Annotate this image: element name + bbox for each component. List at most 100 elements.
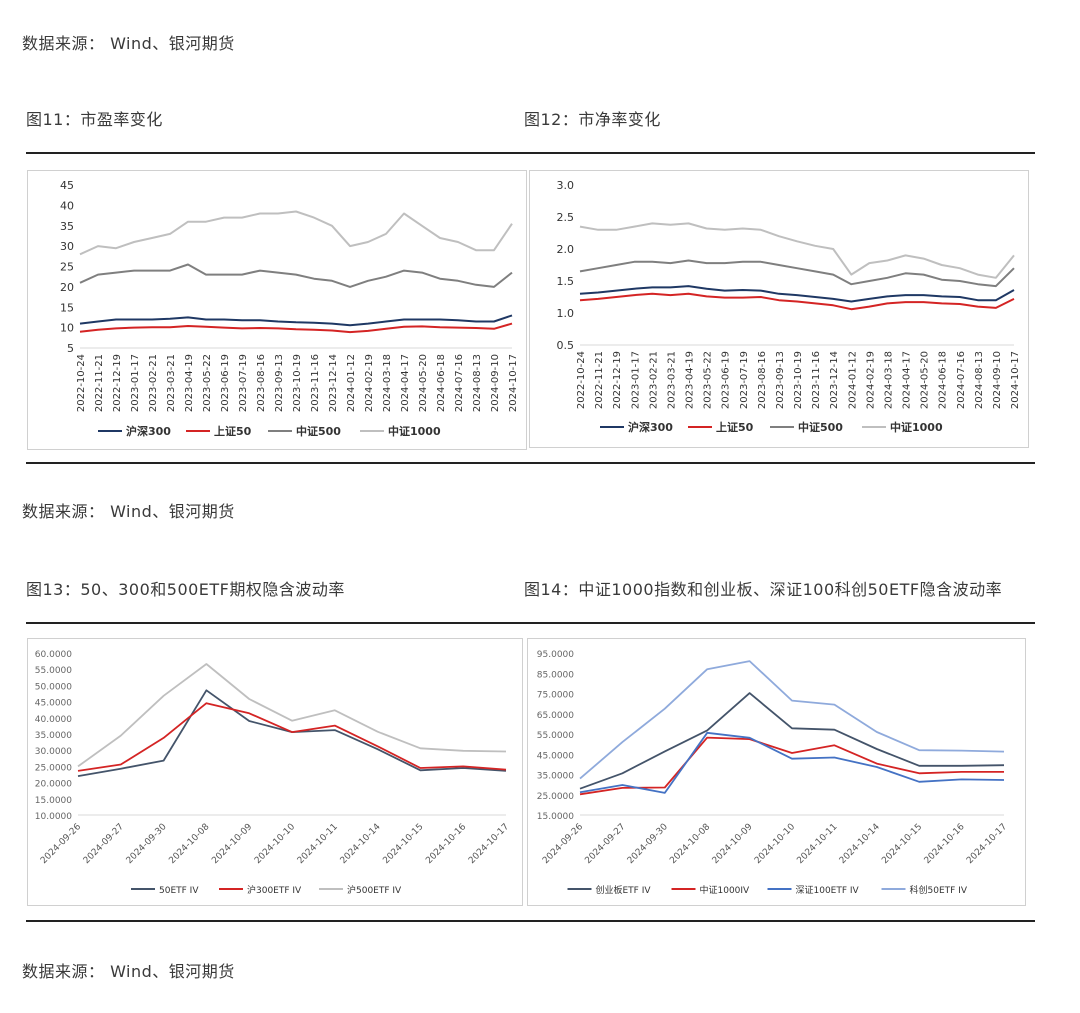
series-line bbox=[579, 285, 1015, 303]
y-tick-label: 25.0000 bbox=[537, 792, 574, 802]
rule-after-top-charts bbox=[26, 462, 1035, 464]
x-tick-label: 2023-03-21 bbox=[166, 354, 177, 412]
y-tick-label: 55.0000 bbox=[35, 666, 72, 676]
x-tick-label: 2023-07-19 bbox=[238, 354, 249, 412]
x-tick-label: 2023-10-19 bbox=[292, 354, 303, 412]
x-tick-label: 2023-06-19 bbox=[220, 354, 231, 412]
y-tick-label: 5 bbox=[67, 342, 74, 355]
y-tick-label: 35.0000 bbox=[537, 772, 574, 782]
x-tick-label: 2023-02-21 bbox=[148, 354, 159, 412]
legend-label: 中证1000IV bbox=[700, 884, 751, 896]
y-tick-label: 85.0000 bbox=[537, 670, 574, 680]
x-tick-label: 2023-06-19 bbox=[721, 351, 732, 409]
x-tick-label: 2024-09-30 bbox=[125, 822, 169, 866]
legend-label: 创业板ETF IV bbox=[596, 884, 652, 896]
x-tick-label: 2024-10-15 bbox=[880, 822, 924, 866]
x-tick-label: 2024-10-08 bbox=[167, 822, 211, 866]
x-tick-label: 2024-10-14 bbox=[339, 822, 383, 866]
y-tick-label: 35.0000 bbox=[35, 731, 72, 741]
y-tick-label: 2.0 bbox=[557, 243, 575, 256]
chart-iv1: 10.0000 15.0000 20.0000 25.0000 30.0000 35.00… bbox=[35, 650, 511, 896]
chart-panel-iv1: 10.0000 15.0000 20.0000 25.0000 30.0000 35.00… bbox=[27, 638, 523, 906]
y-tick-label: 1.0 bbox=[557, 307, 575, 320]
x-tick-label: 2023-03-21 bbox=[666, 351, 677, 409]
x-tick-label: 2024-05-20 bbox=[418, 354, 429, 412]
x-tick-label: 2024-05-20 bbox=[920, 351, 931, 409]
y-tick-label: 30.0000 bbox=[35, 747, 72, 757]
bottom-rule bbox=[26, 920, 1035, 922]
x-tick-label: 2024-10-08 bbox=[668, 822, 712, 866]
x-tick-label: 2024-07-16 bbox=[956, 351, 967, 409]
x-tick-label: 2024-06-18 bbox=[938, 351, 949, 409]
middle-rule bbox=[26, 622, 1035, 624]
legend-label: 沪深300 bbox=[126, 424, 171, 438]
x-tick-label: 2023-04-19 bbox=[184, 354, 195, 412]
chart-pb: 0.5 1.0 1.5 2.0 2.5 3.0 2022-10-24 2022-11-21 20… bbox=[557, 179, 1022, 434]
x-tick-label: 2024-04-17 bbox=[902, 351, 913, 409]
x-tick-label: 2024-02-19 bbox=[865, 351, 876, 409]
x-tick-label: 2024-09-27 bbox=[583, 822, 627, 866]
x-tick-label: 2023-08-16 bbox=[757, 351, 768, 409]
x-tick-label: 2024-10-17 bbox=[508, 354, 519, 412]
series-line bbox=[79, 322, 513, 334]
series-line bbox=[579, 660, 1005, 780]
top-rule bbox=[26, 152, 1035, 154]
series-line bbox=[77, 702, 507, 772]
y-tick-label: 15 bbox=[60, 301, 74, 314]
source-note-middle: 数据来源： Wind、银河期货 bbox=[22, 502, 235, 521]
figure-title-iv2: 图14：中证1000指数和创业板、深证100科创50ETF隐含波动率 bbox=[524, 580, 1003, 599]
y-tick-label: 40.0000 bbox=[35, 715, 72, 725]
series-line bbox=[79, 210, 513, 256]
y-tick-label: 95.0000 bbox=[537, 650, 574, 660]
series-line bbox=[579, 222, 1015, 279]
x-tick-label: 2022-11-21 bbox=[94, 354, 105, 412]
source-note-top: 数据来源： Wind、银河期货 bbox=[22, 34, 235, 53]
x-tick-label: 2024-02-19 bbox=[364, 354, 375, 412]
x-tick-label: 2024-10-11 bbox=[795, 822, 839, 866]
x-tick-label: 2024-10-15 bbox=[381, 822, 425, 866]
legend-label: 上证50 bbox=[214, 424, 252, 438]
x-tick-label: 2023-02-21 bbox=[648, 351, 659, 409]
y-tick-label: 35 bbox=[60, 220, 74, 233]
series-line bbox=[79, 314, 513, 327]
y-tick-label: 25.0000 bbox=[35, 763, 72, 773]
x-tick-label: 2023-09-13 bbox=[775, 351, 786, 409]
legend-label: 深证100ETF IV bbox=[796, 885, 860, 896]
legend-label: 中证500 bbox=[296, 424, 341, 438]
series-line bbox=[77, 689, 507, 777]
y-tick-label: 10.0000 bbox=[35, 812, 72, 822]
y-tick-label: 65.0000 bbox=[537, 711, 574, 721]
legend-label: 沪500ETF IV bbox=[347, 884, 402, 896]
x-tick-label: 2024-10-16 bbox=[424, 822, 468, 866]
y-tick-label: 40 bbox=[60, 199, 74, 212]
y-tick-label: 45.0000 bbox=[35, 699, 72, 709]
x-tick-label: 2024-08-13 bbox=[472, 354, 483, 412]
x-tick-label: 2024-03-18 bbox=[382, 354, 393, 412]
x-tick-label: 2024-07-16 bbox=[454, 354, 465, 412]
y-tick-label: 15.0000 bbox=[35, 796, 72, 806]
legend-label: 科创50ETF IV bbox=[910, 884, 968, 896]
y-tick-label: 50.0000 bbox=[35, 682, 72, 692]
y-tick-label: 45.0000 bbox=[537, 751, 574, 761]
x-tick-label: 2023-01-17 bbox=[630, 351, 641, 409]
x-tick-label: 2022-12-19 bbox=[112, 354, 123, 412]
y-tick-label: 15.0000 bbox=[537, 812, 574, 822]
legend-label: 50ETF IV bbox=[159, 886, 199, 896]
series-line bbox=[79, 263, 513, 288]
x-tick-label: 2024-10-11 bbox=[296, 822, 340, 866]
series-line bbox=[579, 692, 1005, 790]
x-tick-label: 2023-01-17 bbox=[130, 354, 141, 412]
x-tick-label: 2023-11-16 bbox=[310, 354, 321, 412]
chart-iv2: 15.0000 25.0000 35.0000 45.0000 55.0000 65.00… bbox=[537, 650, 1009, 896]
x-tick-label: 2024-09-26 bbox=[541, 822, 585, 866]
series-line bbox=[579, 736, 1004, 796]
source-note-bottom: 数据来源： Wind、银河期货 bbox=[22, 962, 235, 981]
y-tick-label: 20.0000 bbox=[35, 780, 72, 790]
y-tick-label: 75.0000 bbox=[537, 691, 574, 701]
x-tick-label: 2024-09-10 bbox=[490, 354, 501, 412]
series-line bbox=[579, 292, 1015, 311]
figure-title-pb: 图12：市净率变化 bbox=[524, 110, 661, 129]
legend-label: 中证500 bbox=[798, 420, 843, 434]
x-tick-label: 2022-11-21 bbox=[594, 351, 605, 409]
series-line bbox=[579, 259, 1015, 288]
